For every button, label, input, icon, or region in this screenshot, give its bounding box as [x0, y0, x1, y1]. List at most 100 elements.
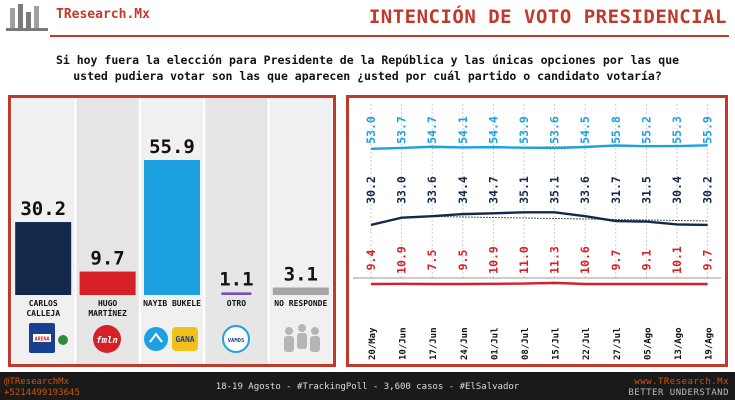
nuevas-ideas-mark [149, 332, 163, 343]
footer: @TResearchMx +5214499193645 18-19 Agosto… [0, 372, 735, 400]
series-value-label: 54.7 [425, 116, 439, 144]
x-tick-label: 20/May [368, 327, 378, 360]
bar-category-label: NAYIB BUKELE [143, 299, 201, 308]
survey-question: Si hoy fuera la elección para Presidente… [0, 52, 735, 84]
nuevas-ideas-circle [144, 327, 168, 351]
x-tick-label: 10/Jun [399, 327, 409, 360]
fmln-logo: fmln [93, 325, 121, 353]
bar [221, 292, 252, 295]
bar-column-bg [269, 98, 332, 364]
gana-box [172, 327, 198, 351]
person-head [285, 327, 293, 335]
website-link[interactable]: www.TResearch.Mx [634, 377, 729, 387]
series-value-label: 11.0 [517, 246, 531, 274]
series-value-label: 54.4 [486, 116, 500, 144]
x-tick-label: 24/Jun [460, 327, 470, 360]
x-tick-label: 15/Jul [552, 327, 562, 360]
page-title: INTENCIÓN DE VOTO PRESIDENCIAL [368, 6, 727, 28]
bar-column-bg [76, 98, 139, 364]
series-value-label: 33.6 [425, 176, 439, 204]
x-tick-label: 08/Jul [521, 327, 531, 360]
bar-chart: 30.2 9.7 55.9 1.1 3.1 CARLOS CALLEJA HUGO MARTÍN… [12, 98, 332, 364]
arena-logo: ARENA [29, 323, 68, 353]
person-head [298, 324, 306, 332]
series-value-label: 53.0 [364, 116, 378, 144]
person-body [297, 333, 307, 349]
series-value-label: 35.1 [548, 176, 562, 204]
series-value-label: 34.7 [486, 176, 500, 204]
footer-site: www.TResearch.Mx BETTER UNDERSTAND [628, 377, 729, 399]
trend-line [432, 216, 708, 222]
x-tick-label: 22/Jul [582, 327, 592, 360]
bar-value-label: 3.1 [284, 264, 318, 286]
bar-chart-panel: 30.2 9.7 55.9 1.1 3.1 CARLOS CALLEJA HUGO MARTÍN… [8, 95, 336, 367]
phone-number: +5214499193645 [4, 388, 80, 398]
bar-value-label: 30.2 [20, 198, 66, 220]
series-value-label: 55.2 [639, 116, 653, 144]
x-tick-label: 05/Ago [643, 327, 653, 360]
x-tick-label: 13/Ago [674, 327, 684, 360]
series-value-label: 10.6 [578, 246, 592, 274]
x-tick-label: 19/Ago [705, 327, 715, 360]
series-value-label: 54.5 [578, 116, 592, 144]
series-value-label: 53.9 [517, 116, 531, 144]
gana-text: GANA [175, 335, 194, 344]
vamos-circle [222, 325, 250, 353]
bar [272, 287, 329, 295]
x-tick-label: 27/Jul [613, 327, 623, 360]
x-tick-label: 01/Jul [490, 327, 500, 360]
bar [144, 159, 200, 295]
brand-name: TResearch.Mx [56, 7, 150, 22]
bar [15, 222, 72, 295]
series-value-label: 55.8 [609, 116, 623, 144]
bar-category-label: HUGO MARTÍNEZ [88, 299, 127, 318]
series-line [370, 281, 708, 286]
bar-value-label: 9.7 [90, 248, 124, 270]
series-value-label: 9.4 [364, 250, 378, 271]
bar-value-label: 1.1 [219, 268, 253, 290]
fmln-circle [93, 325, 121, 353]
series-line [370, 144, 708, 150]
arena-band [33, 334, 51, 342]
bar-category-label: CARLOS CALLEJA [26, 299, 60, 318]
series-line [370, 211, 708, 227]
series-value-label: 55.9 [701, 116, 715, 144]
series-value-label: 53.6 [548, 116, 562, 144]
social-handle: @TResearchMx [4, 377, 70, 387]
series-value-label: 10.9 [486, 246, 500, 274]
series-value-label: 31.7 [609, 176, 623, 204]
party-dot [58, 335, 68, 345]
vamos-text: VAMOS [228, 338, 245, 344]
series-value-label: 53.7 [395, 116, 409, 144]
person-head [311, 327, 319, 335]
nuevas-ideas-logo: GANA [144, 327, 198, 351]
series-value-label: 33.0 [395, 176, 409, 204]
bar-value-label: 55.9 [149, 136, 195, 158]
arena-text: ARENA [34, 337, 49, 343]
series-value-label: 9.1 [639, 250, 653, 271]
poll-info: 18-19 Agosto - #TrackingPoll - 3,600 cas… [215, 382, 520, 392]
bar-category-label: OTRO [227, 299, 246, 308]
vamos-logo: VAMOS [222, 325, 250, 353]
series-value-label: 11.3 [548, 246, 562, 274]
series-value-label: 7.5 [425, 250, 439, 271]
series-value-label: 31.5 [639, 176, 653, 204]
series-value-label: 54.1 [456, 116, 470, 144]
bar [79, 271, 136, 295]
series-value-label: 10.9 [395, 246, 409, 274]
tagline: BETTER UNDERSTAND [628, 388, 729, 398]
series-value-label: 30.2 [701, 176, 715, 204]
person-body [284, 336, 294, 352]
line-chart-panel: 53.0 53.7 54.7 54.1 54.4 53.9 53.6 54.5 55.8 55.2… [346, 95, 728, 367]
person-body [310, 336, 320, 352]
fmln-text: fmln [96, 336, 118, 346]
question-line-2: usted pudiera votar son las que aparecen… [73, 69, 662, 83]
series-value-label: 30.2 [364, 176, 378, 204]
line-chart: 53.0 53.7 54.7 54.1 54.4 53.9 53.6 54.5 55.8 55.2… [353, 104, 721, 360]
series-value-label: 9.5 [456, 250, 470, 271]
series-value-label: 30.4 [670, 176, 684, 204]
people-icon [284, 324, 320, 352]
series-value-label: 34.4 [456, 176, 470, 204]
header-divider [50, 35, 729, 37]
bar-category-label: NO RESPONDE [274, 299, 327, 308]
